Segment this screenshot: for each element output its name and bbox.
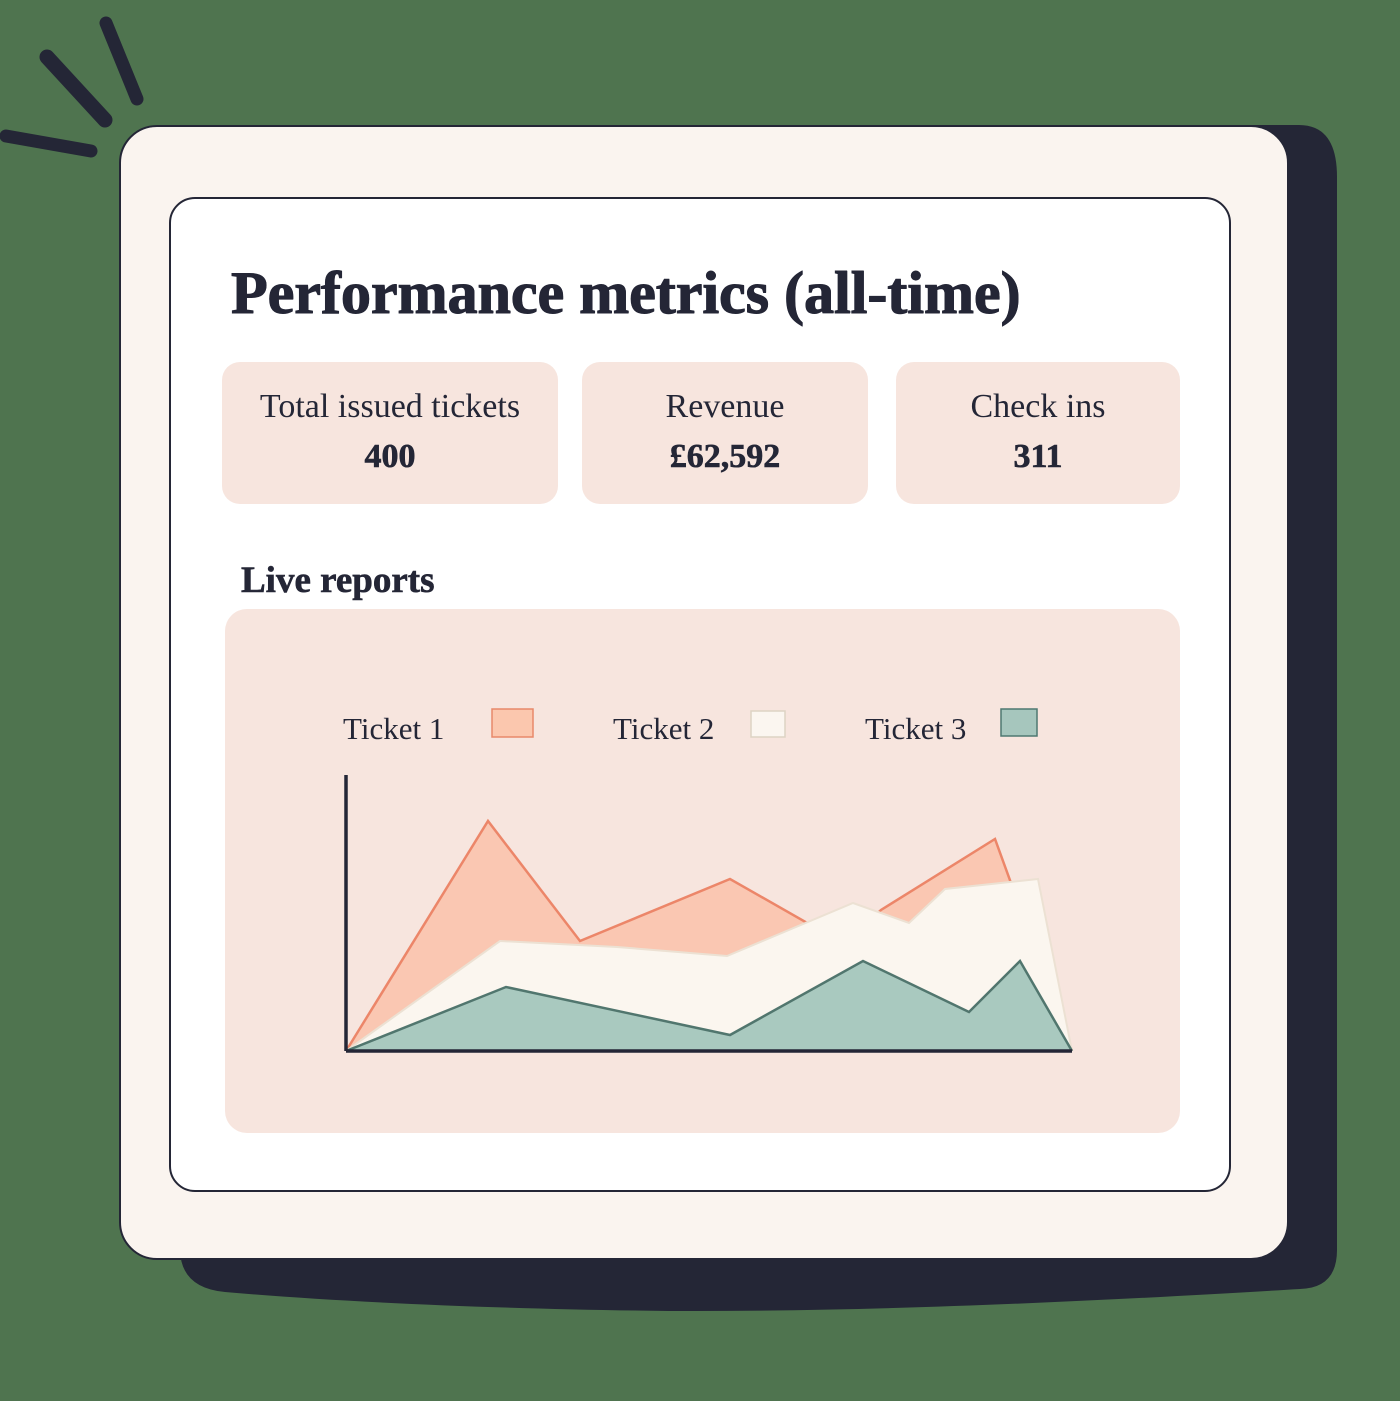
svg-text:Ticket 1: Ticket 1 <box>343 711 444 746</box>
svg-text:Ticket 3: Ticket 3 <box>865 711 966 746</box>
svg-text:Ticket 2: Ticket 2 <box>613 711 714 746</box>
